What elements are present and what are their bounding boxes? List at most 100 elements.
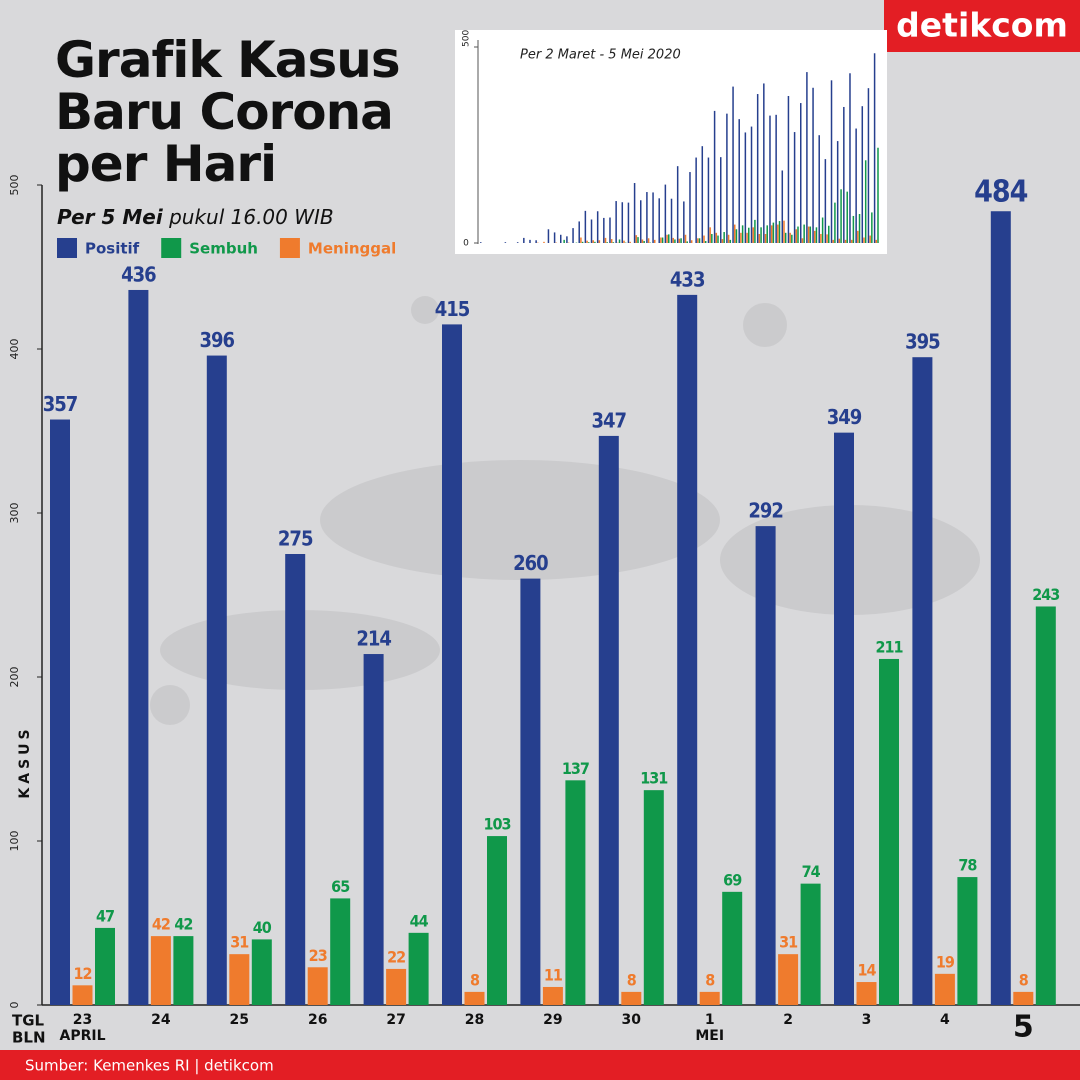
bar [173,936,194,1005]
bar [464,991,485,1005]
inset-bar [480,242,482,243]
inset-bar [535,240,537,243]
bar [1035,606,1056,1005]
legend-swatch [57,238,77,258]
x-tick-label: 5 [1013,1010,1034,1045]
inset-bar [604,237,607,243]
inset-bar [832,239,834,243]
inset-bar [698,238,701,243]
inset-bar [843,106,845,243]
bar [990,211,1011,1006]
inset-bar [812,87,814,243]
inset-bar [594,241,596,243]
inset-bar [572,228,574,243]
bar [856,982,877,1005]
inset-bar [586,240,588,243]
value-label: 22 [387,947,405,966]
value-label: 436 [121,262,156,286]
value-label: 243 [1032,585,1059,604]
value-label: 8 [1019,970,1029,989]
x-tick-label: 29 [543,1012,562,1028]
inset-bar [772,222,775,243]
inset-bar [840,189,842,243]
value-label: 396 [200,328,235,352]
bar [50,419,70,1005]
inset-bar [676,166,679,243]
inset-bar [588,242,590,243]
bar [487,836,507,1005]
value-label: 103 [483,815,510,834]
inset-bar [623,240,625,243]
inset-bar [803,224,805,243]
inset-y-tick-label: 0 [463,239,469,249]
inset-bar [615,201,617,243]
inset-bar [678,238,681,243]
inset-bar [612,242,615,243]
x-tick-label: 25 [230,1012,249,1028]
bar [206,355,227,1005]
value-label: 347 [592,408,627,432]
subtitle-bold: Per 5 Mei [57,205,163,229]
y-tick-label: 0 [8,1002,21,1009]
inset-bar [852,215,855,243]
inset-bar [855,128,857,243]
x-label-month: BLN [12,1029,46,1047]
inset-bar [828,225,830,243]
inset-bar [784,232,787,243]
inset-bar [764,233,767,243]
bar [95,927,115,1005]
value-label: 19 [936,952,955,971]
bar [598,435,619,1005]
logo: detikcom [896,6,1068,45]
inset-bar [849,73,851,243]
inset-bar [709,227,711,243]
inset-bar [670,198,673,243]
inset-bar [821,217,824,243]
inset-bar [820,233,822,243]
value-label: 40 [253,918,272,937]
x-tick-label: 1 [705,1012,715,1028]
value-label: 8 [470,970,480,989]
value-label: 74 [802,862,821,881]
value-label: 357 [43,392,78,416]
value-label: 8 [705,970,715,989]
bar [1013,991,1034,1005]
inset-bar [547,229,550,243]
x-label-day: TGL [12,1012,45,1030]
inset-bar [703,235,705,243]
bar [879,658,899,1005]
legend-label: Positif [85,240,140,258]
inset-bar [664,184,667,243]
inset-bar [609,217,611,243]
inset-bar [769,115,771,243]
inset-bar [581,241,584,243]
inset-bar [760,227,762,243]
inset-bar [640,200,642,243]
value-label: 260 [513,551,548,575]
inset-bar [830,80,833,243]
inset-bar [596,211,599,243]
inset-bar [746,232,748,243]
legend-label: Sembuh [189,240,258,258]
inset-bar [697,238,699,243]
inset-bar [758,233,761,243]
inset-bar [529,239,531,243]
value-label: 12 [73,964,91,983]
inset-bar [674,239,676,243]
value-label: 8 [627,970,637,989]
inset-bar [756,94,759,243]
inset-bar [563,239,565,243]
bar [442,324,462,1005]
value-label: 484 [974,175,1028,210]
inset-bar [633,183,636,243]
logo-box [884,0,1080,52]
inset-bar [873,53,876,243]
bar [520,578,541,1005]
month-label: MEI [695,1028,724,1044]
inset-bar [861,106,864,243]
value-label: 275 [278,527,313,551]
inset-bar [777,224,779,243]
inset-bar [775,114,777,243]
value-label: 44 [410,911,429,930]
